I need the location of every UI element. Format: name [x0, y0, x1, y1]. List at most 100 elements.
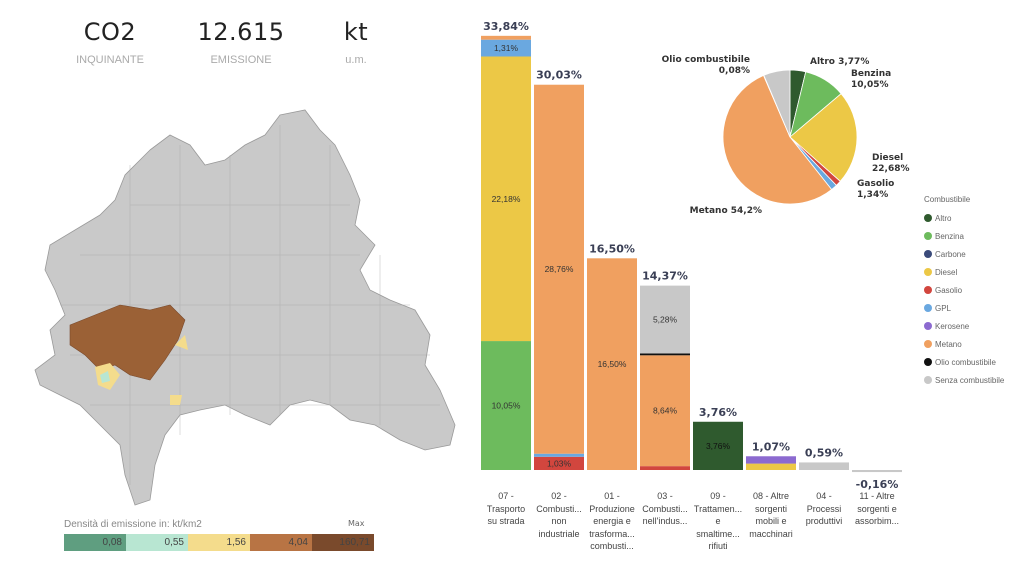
segment-label: 8,64%: [653, 406, 678, 416]
legend-item[interactable]: Senza combustibile: [924, 371, 1004, 389]
x-tick-label: 02 - Combusti... non industriale: [531, 490, 587, 540]
density-class: 0,55: [126, 534, 188, 551]
legend-item[interactable]: Altro: [924, 209, 1004, 227]
x-tick-label: 07 - Trasporto su strada: [478, 490, 534, 528]
x-tick-line: assorbim...: [854, 516, 899, 526]
kpi-label: EMISSIONE: [210, 54, 272, 66]
legend-item[interactable]: Diesel: [924, 263, 1004, 281]
kpi-value: kt: [343, 18, 369, 46]
x-tick-line: 02 -: [551, 491, 567, 501]
x-tick-line: nell'indus...: [642, 516, 688, 526]
density-legend-max: Max: [348, 519, 365, 528]
legend-item[interactable]: Olio combustibile: [924, 353, 1004, 371]
legend-dot-icon: [924, 304, 932, 312]
pie-slice-senza-combustibile: [763, 69, 791, 138]
kpi-emissione: 12.615 EMISSIONE: [181, 18, 301, 66]
bar-segment-kerosene: [746, 456, 796, 464]
medium-density-area: [95, 335, 188, 405]
x-tick-line: Combusti...: [642, 503, 688, 514]
legend-item[interactable]: Benzina: [924, 227, 1004, 245]
x-tick-line: Trasporto: [486, 503, 526, 514]
segment-label: 3,76%: [706, 441, 731, 451]
bar-total-label: 30,03%: [536, 69, 582, 82]
bar-total-label: -0,16%: [856, 478, 899, 491]
legend-dot-icon: [924, 232, 932, 240]
x-tick-label: 11 - Altre sorgenti e assorbim...: [849, 490, 905, 528]
x-tick-line: sorgenti: [754, 503, 788, 514]
legend-dot-icon: [924, 250, 932, 258]
density-legend: 0,08 0,55 1,56 4,04 160,71: [64, 534, 374, 551]
x-tick-label: 04 - Processi produttivi: [796, 490, 852, 528]
kpi-unit: kt u.m.: [296, 18, 416, 66]
x-tick-label: 08 - Altre sorgenti mobili e macchinari: [743, 490, 799, 540]
legend-dot-icon: [924, 358, 932, 366]
x-tick-line: 03 -: [657, 491, 673, 501]
bar-segment-metano: [534, 84, 584, 454]
kpi-value: 12.615: [197, 18, 285, 46]
segment-label: 1,31%: [494, 43, 519, 53]
bar-total-label: 0,59%: [805, 446, 843, 459]
x-tick-line: 11 - Altre: [859, 491, 895, 501]
bar-segment-metano: [640, 355, 690, 467]
legend-item[interactable]: Metano: [924, 335, 1004, 353]
kpi-label: u.m.: [345, 54, 367, 66]
x-tick-line: energia e: [593, 516, 631, 526]
legend-dot-icon: [924, 286, 932, 294]
pie-label: Metano 54,2%: [690, 206, 762, 216]
pie-label: Altro 3,77%: [810, 57, 869, 67]
x-tick-line: industriale: [538, 528, 580, 539]
region-shape: [34, 109, 456, 506]
x-tick-line: Combusti...: [536, 503, 582, 514]
segment-label: 10,05%: [492, 401, 521, 411]
x-tick-label: 09 - Trattamen... e smaltime... rifiuti: [690, 490, 746, 553]
bar-segment-gasolio: [640, 466, 690, 470]
x-tick-line: 09 -: [710, 491, 726, 501]
x-tick-line: mobili e: [755, 516, 787, 526]
segment-label: 28,76%: [545, 264, 574, 274]
x-tick-line: 04 -: [816, 491, 832, 501]
x-tick-label: 01 - Produzione energia e trasforma... combu…: [584, 490, 640, 553]
x-tick-label: 03 - Combusti... nell'indus...: [637, 490, 693, 528]
x-tick-line: su strada: [487, 516, 525, 526]
x-tick-line: non: [551, 516, 567, 526]
pie-label: 1,34%: [857, 190, 888, 200]
legend-item[interactable]: Gasolio: [924, 281, 1004, 299]
pie-label: Gasolio: [857, 179, 894, 189]
bar-segment-senza-combustibile: [799, 462, 849, 470]
x-tick-line: Trattamen...: [693, 503, 743, 514]
bar-total-label: 33,84%: [483, 20, 529, 33]
legend-title: Combustibile: [924, 195, 971, 204]
lombardy-emission-map[interactable]: [30, 105, 460, 515]
legend-label: Benzina: [935, 231, 964, 241]
legend-item[interactable]: Kerosene: [924, 317, 1004, 335]
x-tick-line: e: [715, 516, 721, 526]
fuel-legend: Combustibile Altro Benzina Carbone Diesel Ga…: [924, 195, 1004, 389]
segment-label: 1,03%: [547, 458, 572, 468]
pie-label: 22,68%: [872, 164, 910, 174]
legend-label: Gasolio: [935, 285, 963, 295]
density-legend-title: Densità di emissione in: kt/km2: [64, 519, 202, 530]
legend-label: Senza combustibile: [935, 375, 1005, 385]
bar-segment-metano: [481, 35, 531, 40]
pie-label: Diesel: [872, 153, 903, 163]
high-density-area: [69, 304, 186, 381]
kpi-value: CO2: [83, 18, 137, 46]
bar-segment-senza-combustibile: [852, 470, 902, 473]
bar-segment-benzina: [481, 341, 531, 470]
legend-label: Carbone: [935, 249, 966, 259]
pie-label: Olio combustibile: [662, 55, 750, 65]
municipality-borders: [60, 125, 440, 485]
legend-dot-icon: [924, 322, 932, 330]
x-tick-line: trasforma...: [589, 528, 635, 539]
legend-item[interactable]: GPL: [924, 299, 1004, 317]
legend-dot-icon: [924, 214, 932, 222]
legend-dot-icon: [924, 268, 932, 276]
legend-item[interactable]: Carbone: [924, 245, 1004, 263]
x-tick-line: 07 -: [498, 491, 514, 501]
legend-dot-icon: [924, 376, 932, 384]
density-class: 160,71: [312, 534, 374, 551]
bar-segment-gasolio: [534, 456, 584, 470]
x-tick-line: rifiuti: [708, 541, 728, 551]
x-tick-line: 08 - Altre: [752, 491, 790, 501]
